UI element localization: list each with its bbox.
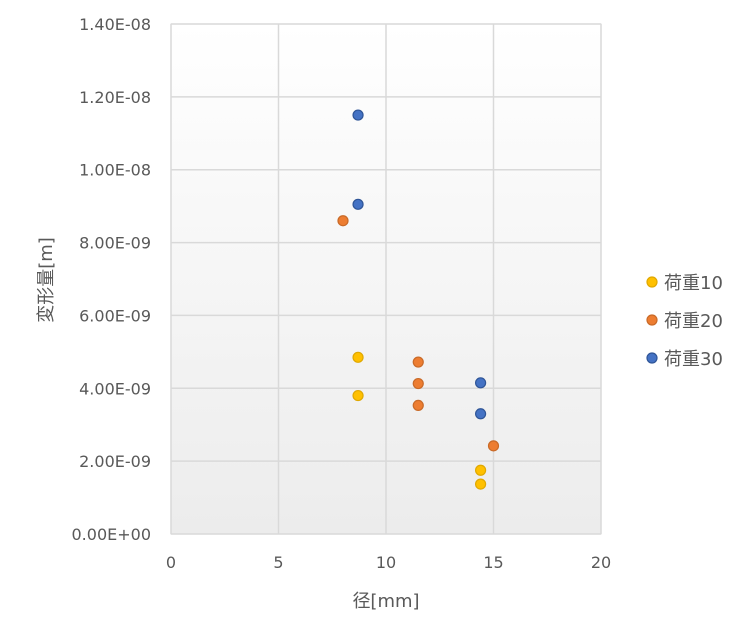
legend-marker <box>646 276 658 288</box>
data-point-series-2 <box>412 377 424 390</box>
data-point-series-2 <box>412 399 424 412</box>
data-point-series-3 <box>475 408 487 420</box>
legend-label: 荷重20 <box>664 311 723 332</box>
data-points <box>337 109 500 490</box>
x-tick-label: 0 <box>166 553 176 572</box>
y-tick-label: 1.40E-08 <box>79 15 151 34</box>
x-tick-label: 20 <box>591 553 611 572</box>
y-axis-title: 変形量[m] <box>36 237 57 323</box>
x-tick-label: 15 <box>483 553 503 572</box>
data-point-series-2 <box>487 440 500 452</box>
y-tick-label: 6.00E-09 <box>79 306 151 325</box>
x-tick-label: 5 <box>273 553 283 572</box>
x-tick-label: 10 <box>376 553 396 572</box>
y-axis-ticks: 0.00E+00 2.00E-09 4.00E-09 6.00E-09 8.00E-09… <box>72 15 152 544</box>
data-point-series-2 <box>412 356 424 368</box>
legend-marker <box>646 314 658 326</box>
legend-label: 荷重30 <box>664 349 723 370</box>
data-point-series-2 <box>337 215 349 227</box>
data-point-series-1 <box>475 464 487 476</box>
y-tick-label: 4.00E-09 <box>79 379 151 398</box>
data-point-series-1 <box>352 389 364 402</box>
legend: 荷重10 荷重20 荷重30 <box>646 273 723 370</box>
legend-label: 荷重10 <box>664 273 723 294</box>
plot-border <box>170 23 602 535</box>
y-tick-label: 1.20E-08 <box>79 88 151 107</box>
y-tick-label: 0.00E+00 <box>72 525 152 544</box>
legend-marker <box>646 352 658 364</box>
data-point-series-3 <box>475 377 487 389</box>
data-point-series-3 <box>352 198 364 210</box>
y-tick-label: 8.00E-09 <box>79 234 151 253</box>
x-axis-ticks: 0 5 10 15 20 <box>166 553 611 572</box>
y-tick-label: 1.00E-08 <box>79 161 151 180</box>
data-point-series-3 <box>352 109 364 121</box>
y-tick-label: 2.00E-09 <box>79 452 151 471</box>
data-point-series-1 <box>475 478 487 490</box>
data-point-series-1 <box>352 351 364 363</box>
x-axis-title: 径[mm] <box>352 591 419 612</box>
